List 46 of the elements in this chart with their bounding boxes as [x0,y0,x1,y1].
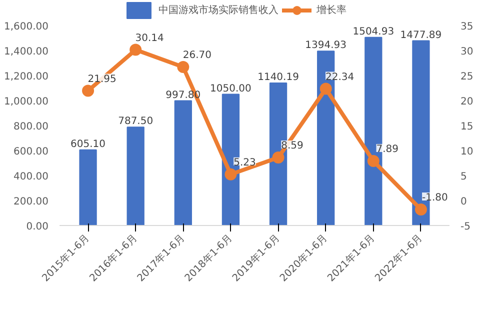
data-label: 30.14 [135,32,164,44]
y2-tick-label: 10 [460,146,474,158]
bar [126,126,144,226]
data-label: 26.70 [182,50,212,61]
y2-tick-label: 30 [460,46,474,58]
point [224,168,237,180]
data-label: 21.95 [88,74,116,85]
y2-tick-label: 0 [460,196,467,208]
data-label: 1504.93 [352,26,394,38]
data-label: 5.23 [234,157,256,168]
y-tick-label: 1,200.00 [4,72,48,82]
y2-tick-label: 25 [460,72,474,82]
y-tick-label: 1,000.00 [4,96,48,108]
y2-tick-label: 5 [460,172,467,182]
y2-tick-label: -5 [460,222,470,232]
y-tick-label: 0.00 [26,222,48,232]
point [82,84,94,97]
y-tick-label: 1,600.00 [4,22,48,32]
y2-tick-label: 20 [460,96,474,108]
legend-label: 增长率 [316,4,346,17]
data-label: 1050.00 [210,83,252,94]
y2-tick-label: 15 [460,122,474,132]
data-label: 1477.89 [400,30,442,41]
data-label: -1.80 [422,192,448,204]
point [177,61,190,73]
data-label: 1140.19 [258,72,299,83]
data-label: 1394.93 [305,40,347,52]
y-tick-label: 600.00 [14,146,49,158]
data-label: 7.89 [376,144,399,156]
legend-label: 中国游戏市场实际销售收入 [158,4,278,17]
point [367,155,380,168]
data-label: 787.50 [118,116,154,128]
y-tick-label: 1,400.00 [4,46,48,58]
data-label: 605.10 [70,138,106,150]
y-tick-label: 800.00 [14,122,49,132]
bar [174,100,192,226]
point [272,152,284,164]
y-tick-label: 400.00 [14,172,49,182]
data-label: 8.59 [281,140,304,152]
point [414,204,427,216]
bar [79,149,97,226]
point [320,82,332,95]
y-tick-label: 200.00 [14,196,49,208]
point [130,44,142,56]
y2-tick-label: 35 [460,22,474,32]
data-label: 22.34 [326,72,354,83]
